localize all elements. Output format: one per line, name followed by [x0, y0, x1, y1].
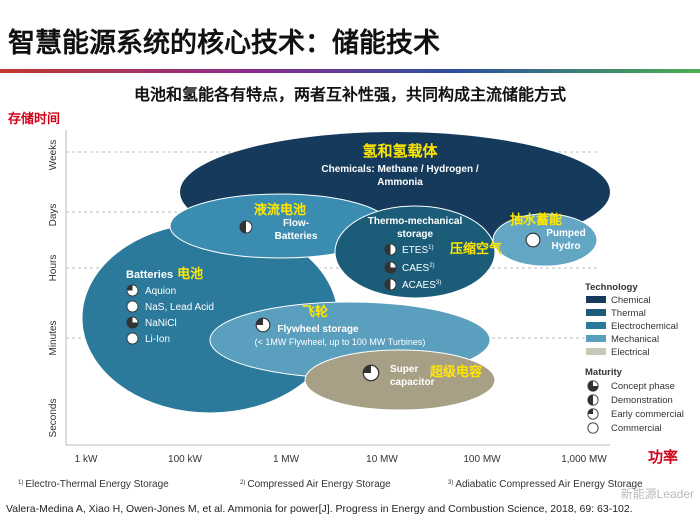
maturity-icon	[587, 408, 599, 420]
maturity-icon	[255, 317, 271, 333]
cn-label: 氢和氢载体	[362, 142, 438, 160]
maturity-icon	[384, 243, 397, 256]
maturity-icon	[126, 332, 139, 345]
legend-item: Thermal	[611, 308, 646, 319]
bubble-text: Flywheel storage	[277, 324, 359, 335]
bubble-text: (< 1MW Flywheel, up to 100 MW Turbines)	[255, 337, 426, 347]
legend-item: Electrochemical	[611, 321, 678, 332]
bubble-item: Li-Ion	[145, 334, 170, 345]
subtitle: 电池和氢能各有特点，两者互补性强，共同构成主流储能方式	[134, 85, 566, 104]
legend-item: Demonstration	[611, 395, 673, 406]
reference: Valera-Medina A, Xiao H, Owen-Jones M, e…	[6, 503, 633, 515]
legend-item: Mechanical	[611, 334, 659, 345]
x-tick-label: 100 MW	[463, 454, 501, 465]
x-tick-label: 1 kW	[75, 454, 98, 465]
cn-label: 压缩空气	[450, 241, 502, 256]
footnote: 3) Adiabatic Compressed Air Energy Storag…	[448, 479, 643, 490]
cn-label: 液流电池	[254, 202, 306, 217]
legend-item: Concept phase	[611, 381, 675, 392]
x-axis-label: 功率	[648, 448, 678, 466]
maturity-icon	[126, 316, 139, 329]
cn-label: 飞轮	[302, 304, 328, 319]
pumped-bubble	[492, 213, 598, 267]
legend-title: Technology	[585, 282, 638, 293]
y-tick-label: Seconds	[48, 399, 59, 438]
maturity-icon	[126, 300, 139, 313]
cn-label: 抽水蓄能	[510, 212, 562, 227]
bubble-text: Super	[390, 364, 418, 375]
footnote: 1) Electro-Thermal Energy Storage	[18, 479, 169, 490]
maturity-icon	[126, 284, 139, 297]
legend-item: Early commercial	[611, 409, 684, 420]
maturity-icon	[384, 278, 397, 291]
y-tick-label: Days	[48, 204, 59, 227]
x-tick-label: 1 MW	[273, 454, 300, 465]
bubble-item: ACAES3)	[402, 280, 441, 291]
bubble-item: NaS, Lead Acid	[145, 302, 214, 313]
x-ticks: 1 kW 100 kW 1 MW 10 MW 100 MW 1,000 MW	[75, 454, 608, 465]
maturity-icon	[239, 220, 253, 234]
bubble-text: Batteries 电池	[126, 266, 203, 281]
bubble-item: CAES2)	[402, 263, 435, 274]
x-tick-label: 1,000 MW	[561, 454, 607, 465]
y-axis-label: 存储时间	[8, 111, 60, 126]
y-ticks: Weeks Days Hours Minutes Seconds	[48, 140, 59, 438]
y-tick-label: Weeks	[48, 140, 59, 170]
bubble-text: storage	[397, 229, 434, 240]
legend-item: Commercial	[611, 423, 662, 434]
y-tick-label: Hours	[48, 255, 59, 282]
legend-title: Maturity	[585, 367, 623, 378]
bubble-text: capacitor	[390, 377, 435, 388]
maturity-icon	[525, 232, 541, 248]
maturity-icon	[587, 394, 599, 406]
bubble-text: Thermo-mechanical	[368, 216, 463, 227]
legend: Technology Chemical Thermal Electrochemi…	[585, 282, 684, 434]
y-tick-label: Minutes	[48, 320, 59, 355]
bubble-item: Aquion	[145, 286, 176, 297]
bubble-item: ETES1)	[402, 245, 433, 256]
bubble-text: Batteries	[275, 231, 318, 242]
legend-item: Chemical	[611, 295, 651, 306]
bubble-item: NaNiCl	[145, 318, 177, 329]
bubble-text: Flow-	[283, 218, 309, 229]
x-tick-label: 10 MW	[366, 454, 398, 465]
footnotes: 1) Electro-Thermal Energy Storage 2) Compr…	[18, 479, 643, 490]
maturity-icon	[384, 261, 397, 274]
watermark: 新能源Leader	[621, 486, 694, 501]
title-rule	[0, 69, 700, 73]
supercap-bubble	[304, 349, 496, 411]
thermo-bubble	[334, 205, 496, 299]
maturity-icon	[362, 364, 380, 382]
bubble-text: Ammonia	[377, 177, 423, 188]
cn-label: 超级电容	[430, 364, 482, 379]
maturity-icon	[587, 380, 599, 392]
bubble-text: Pumped	[546, 228, 585, 239]
footnote: 2) Compressed Air Energy Storage	[240, 479, 391, 490]
title: 智慧能源系统的核心技术：储能技术	[8, 27, 440, 58]
bubble-text: Hydro	[552, 241, 581, 252]
maturity-icon	[587, 422, 599, 434]
bubble-text: Chemicals: Methane / Hydrogen /	[321, 164, 478, 175]
x-tick-label: 100 kW	[168, 454, 202, 465]
legend-item: Electrical	[611, 347, 650, 358]
